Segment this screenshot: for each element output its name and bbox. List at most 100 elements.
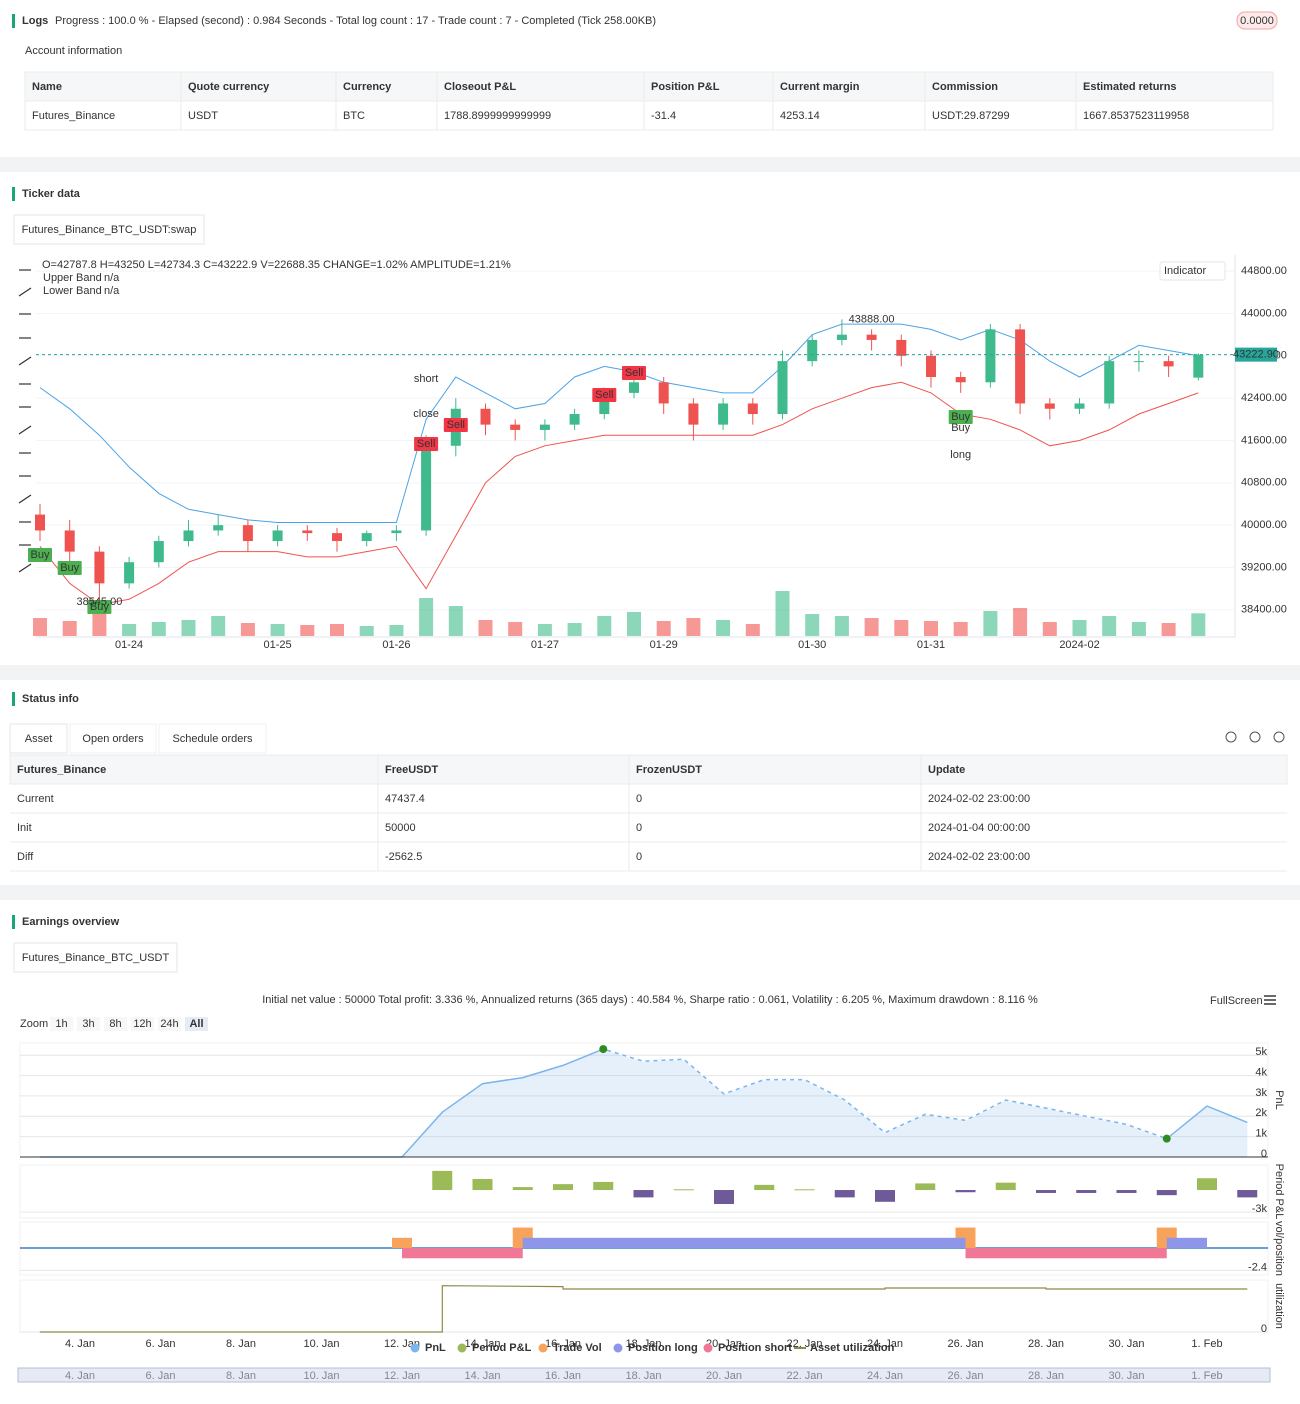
band-line: [39, 323, 1199, 523]
legend-label: Position short: [718, 1342, 792, 1354]
navigator[interactable]: [17, 1367, 1271, 1383]
volume-bar: [478, 620, 493, 636]
period-bar: [673, 1189, 694, 1191]
period-bar: [553, 1184, 573, 1191]
column-header: FrozenUSDT: [636, 764, 702, 776]
candle-body: [1133, 361, 1144, 363]
zoom-button[interactable]: [77, 1017, 100, 1031]
period-bar: [794, 1189, 815, 1191]
signal-tag: [948, 410, 973, 425]
column-header: Estimated returns: [1083, 81, 1177, 93]
signal-note: close: [413, 408, 439, 420]
legend-symbol: [538, 1343, 548, 1353]
section-gap: [0, 665, 1300, 680]
volume-bar: [627, 612, 641, 636]
x-tick-label: 01-26: [382, 639, 410, 651]
volume-bar: [240, 623, 255, 636]
candle-body: [688, 403, 699, 425]
x-tick-label: 6. Jan: [146, 1338, 176, 1350]
candle-body: [866, 334, 877, 340]
signal-note: 38545.00: [76, 596, 122, 608]
y-tick-label: 0: [1261, 1323, 1267, 1335]
zoom-button-label: 3h: [82, 1018, 94, 1030]
section-gap: [0, 157, 1300, 172]
volume-bar: [924, 621, 938, 636]
tab[interactable]: [9, 723, 68, 754]
candle-body: [124, 562, 135, 584]
signal-note: 43888.00: [849, 313, 895, 325]
toolbar-icon[interactable]: [1225, 731, 1237, 743]
legend-label: Asset utilization: [810, 1342, 895, 1354]
volume-bar: [122, 624, 137, 636]
tab[interactable]: [69, 723, 157, 754]
y-tick-label: 44000.00: [1241, 307, 1287, 319]
candle-body: [1193, 354, 1204, 378]
toolbar-icon[interactable]: [1273, 731, 1285, 743]
legend-symbol: [613, 1343, 623, 1353]
x-tick-label: 8. Jan: [226, 1338, 256, 1350]
table-cell: 2024-02-02 23:00:00: [928, 851, 1030, 863]
candle-body: [599, 392, 610, 415]
x-tick-label: 16. Jan: [545, 1338, 581, 1350]
volume-bar: [716, 620, 731, 636]
zoom-button[interactable]: [131, 1017, 154, 1031]
y-tick-label: 2k: [1255, 1107, 1267, 1119]
signal-text: Sell: [595, 389, 613, 401]
tab[interactable]: [13, 942, 178, 973]
zoom-button[interactable]: [50, 1017, 73, 1031]
signal-tag: [592, 387, 617, 402]
zoom-button[interactable]: [158, 1017, 181, 1031]
volume-bar: [567, 623, 582, 636]
tool-icon[interactable]: [18, 494, 32, 504]
tool-icon[interactable]: [18, 287, 32, 297]
tab-label: Asset: [25, 733, 53, 745]
tool-icon[interactable]: [18, 563, 32, 573]
zoom-button[interactable]: [185, 1017, 208, 1031]
x-tick-label: 18. Jan: [625, 1338, 661, 1350]
period-bar: [512, 1187, 533, 1191]
candle-body: [718, 403, 729, 425]
table-cell: 0: [636, 851, 642, 863]
log-progress: Progress : 100.0 % - Elapsed (second) : …: [55, 15, 656, 27]
legend-symbol: [410, 1343, 420, 1353]
signal-text: Sell: [625, 367, 643, 379]
position-bar: [1166, 1237, 1207, 1249]
section-title: Logs: [22, 15, 48, 27]
tab[interactable]: [158, 723, 267, 754]
y-axis-label: utilization: [1273, 1283, 1285, 1329]
legend-symbol: [703, 1343, 713, 1353]
volume-bar: [151, 622, 166, 636]
tab[interactable]: [13, 214, 205, 245]
tool-icon[interactable]: [18, 356, 32, 366]
candle-body: [926, 355, 936, 377]
zoom-button-label: 24h: [160, 1018, 178, 1030]
signal-tag: [414, 436, 439, 451]
y-tick-label: 3k: [1255, 1087, 1267, 1099]
position-bar: [402, 1248, 523, 1259]
zoom-button[interactable]: [104, 1017, 127, 1031]
candle-body: [836, 334, 847, 340]
x-tick-label: 01-27: [531, 639, 559, 651]
legend-name: Upper Band: [43, 272, 102, 284]
volume-bar: [1042, 622, 1057, 636]
tab-label: Open orders: [82, 733, 144, 745]
volume-bar: [33, 618, 47, 636]
indicator-button[interactable]: [1159, 261, 1226, 281]
y-tick-label: -3k: [1252, 1203, 1268, 1215]
period-bar: [915, 1183, 936, 1191]
candle-body: [1015, 329, 1026, 404]
volume-bar: [953, 622, 968, 636]
table-cell: Futures_Binance: [32, 110, 115, 122]
candle-body: [153, 541, 164, 563]
candle-body: [1104, 361, 1115, 404]
x-tick-label: 01-25: [264, 639, 292, 651]
x-tick-label: 20. Jan: [706, 1338, 742, 1350]
toolbar-icon[interactable]: [1249, 731, 1261, 743]
tab-label: Futures_Binance_BTC_USDT: [22, 952, 170, 964]
volume-bar: [448, 606, 463, 636]
candle-body: [629, 382, 639, 393]
tool-icon[interactable]: [18, 425, 32, 435]
candle-body: [747, 403, 758, 415]
table-cell: 47437.4: [385, 793, 425, 805]
